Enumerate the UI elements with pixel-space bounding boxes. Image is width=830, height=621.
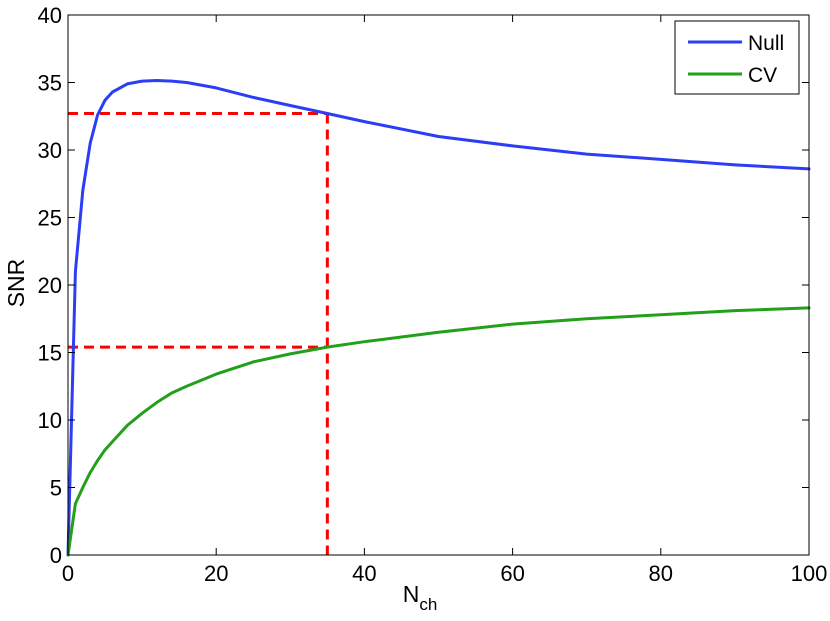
y-tick-label: 5 <box>50 476 62 501</box>
x-tick-label: 100 <box>791 561 828 586</box>
y-tick-label: 25 <box>38 206 62 231</box>
x-tick-label: 20 <box>204 561 228 586</box>
x-tick-label: 40 <box>352 561 376 586</box>
x-tick-label: 80 <box>649 561 673 586</box>
plot-frame <box>67 14 810 556</box>
y-axis-label: SNR <box>3 259 29 308</box>
y-tick-label: 40 <box>38 3 62 28</box>
x-axis-label-subscript: ch <box>419 595 437 614</box>
x-tick-label: 60 <box>500 561 524 586</box>
y-tick-label: 10 <box>38 408 62 433</box>
legend-label-null: Null <box>748 32 784 55</box>
x-axis-label: Nch <box>403 581 438 614</box>
reference-lines <box>68 112 329 555</box>
y-tick-label: 20 <box>38 273 62 298</box>
y-tick-label: 0 <box>50 543 62 568</box>
y-tick-label: 35 <box>38 71 62 96</box>
axis-ticks <box>67 14 810 556</box>
tick-labels: 0 20 40 60 80 100 0 5 10 15 20 25 30 35 40 <box>38 3 828 586</box>
legend: Null CV <box>674 20 800 95</box>
x-tick-label: 0 <box>62 561 74 586</box>
x-axis-label-main: N <box>403 581 420 607</box>
y-tick-label: 30 <box>38 138 62 163</box>
series-line-null <box>66 79 811 557</box>
legend-label-cv: CV <box>748 64 777 87</box>
legend-box <box>674 20 800 95</box>
series-line-cv <box>66 306 811 557</box>
y-tick-label: 15 <box>38 341 62 366</box>
series-lines <box>66 79 811 557</box>
